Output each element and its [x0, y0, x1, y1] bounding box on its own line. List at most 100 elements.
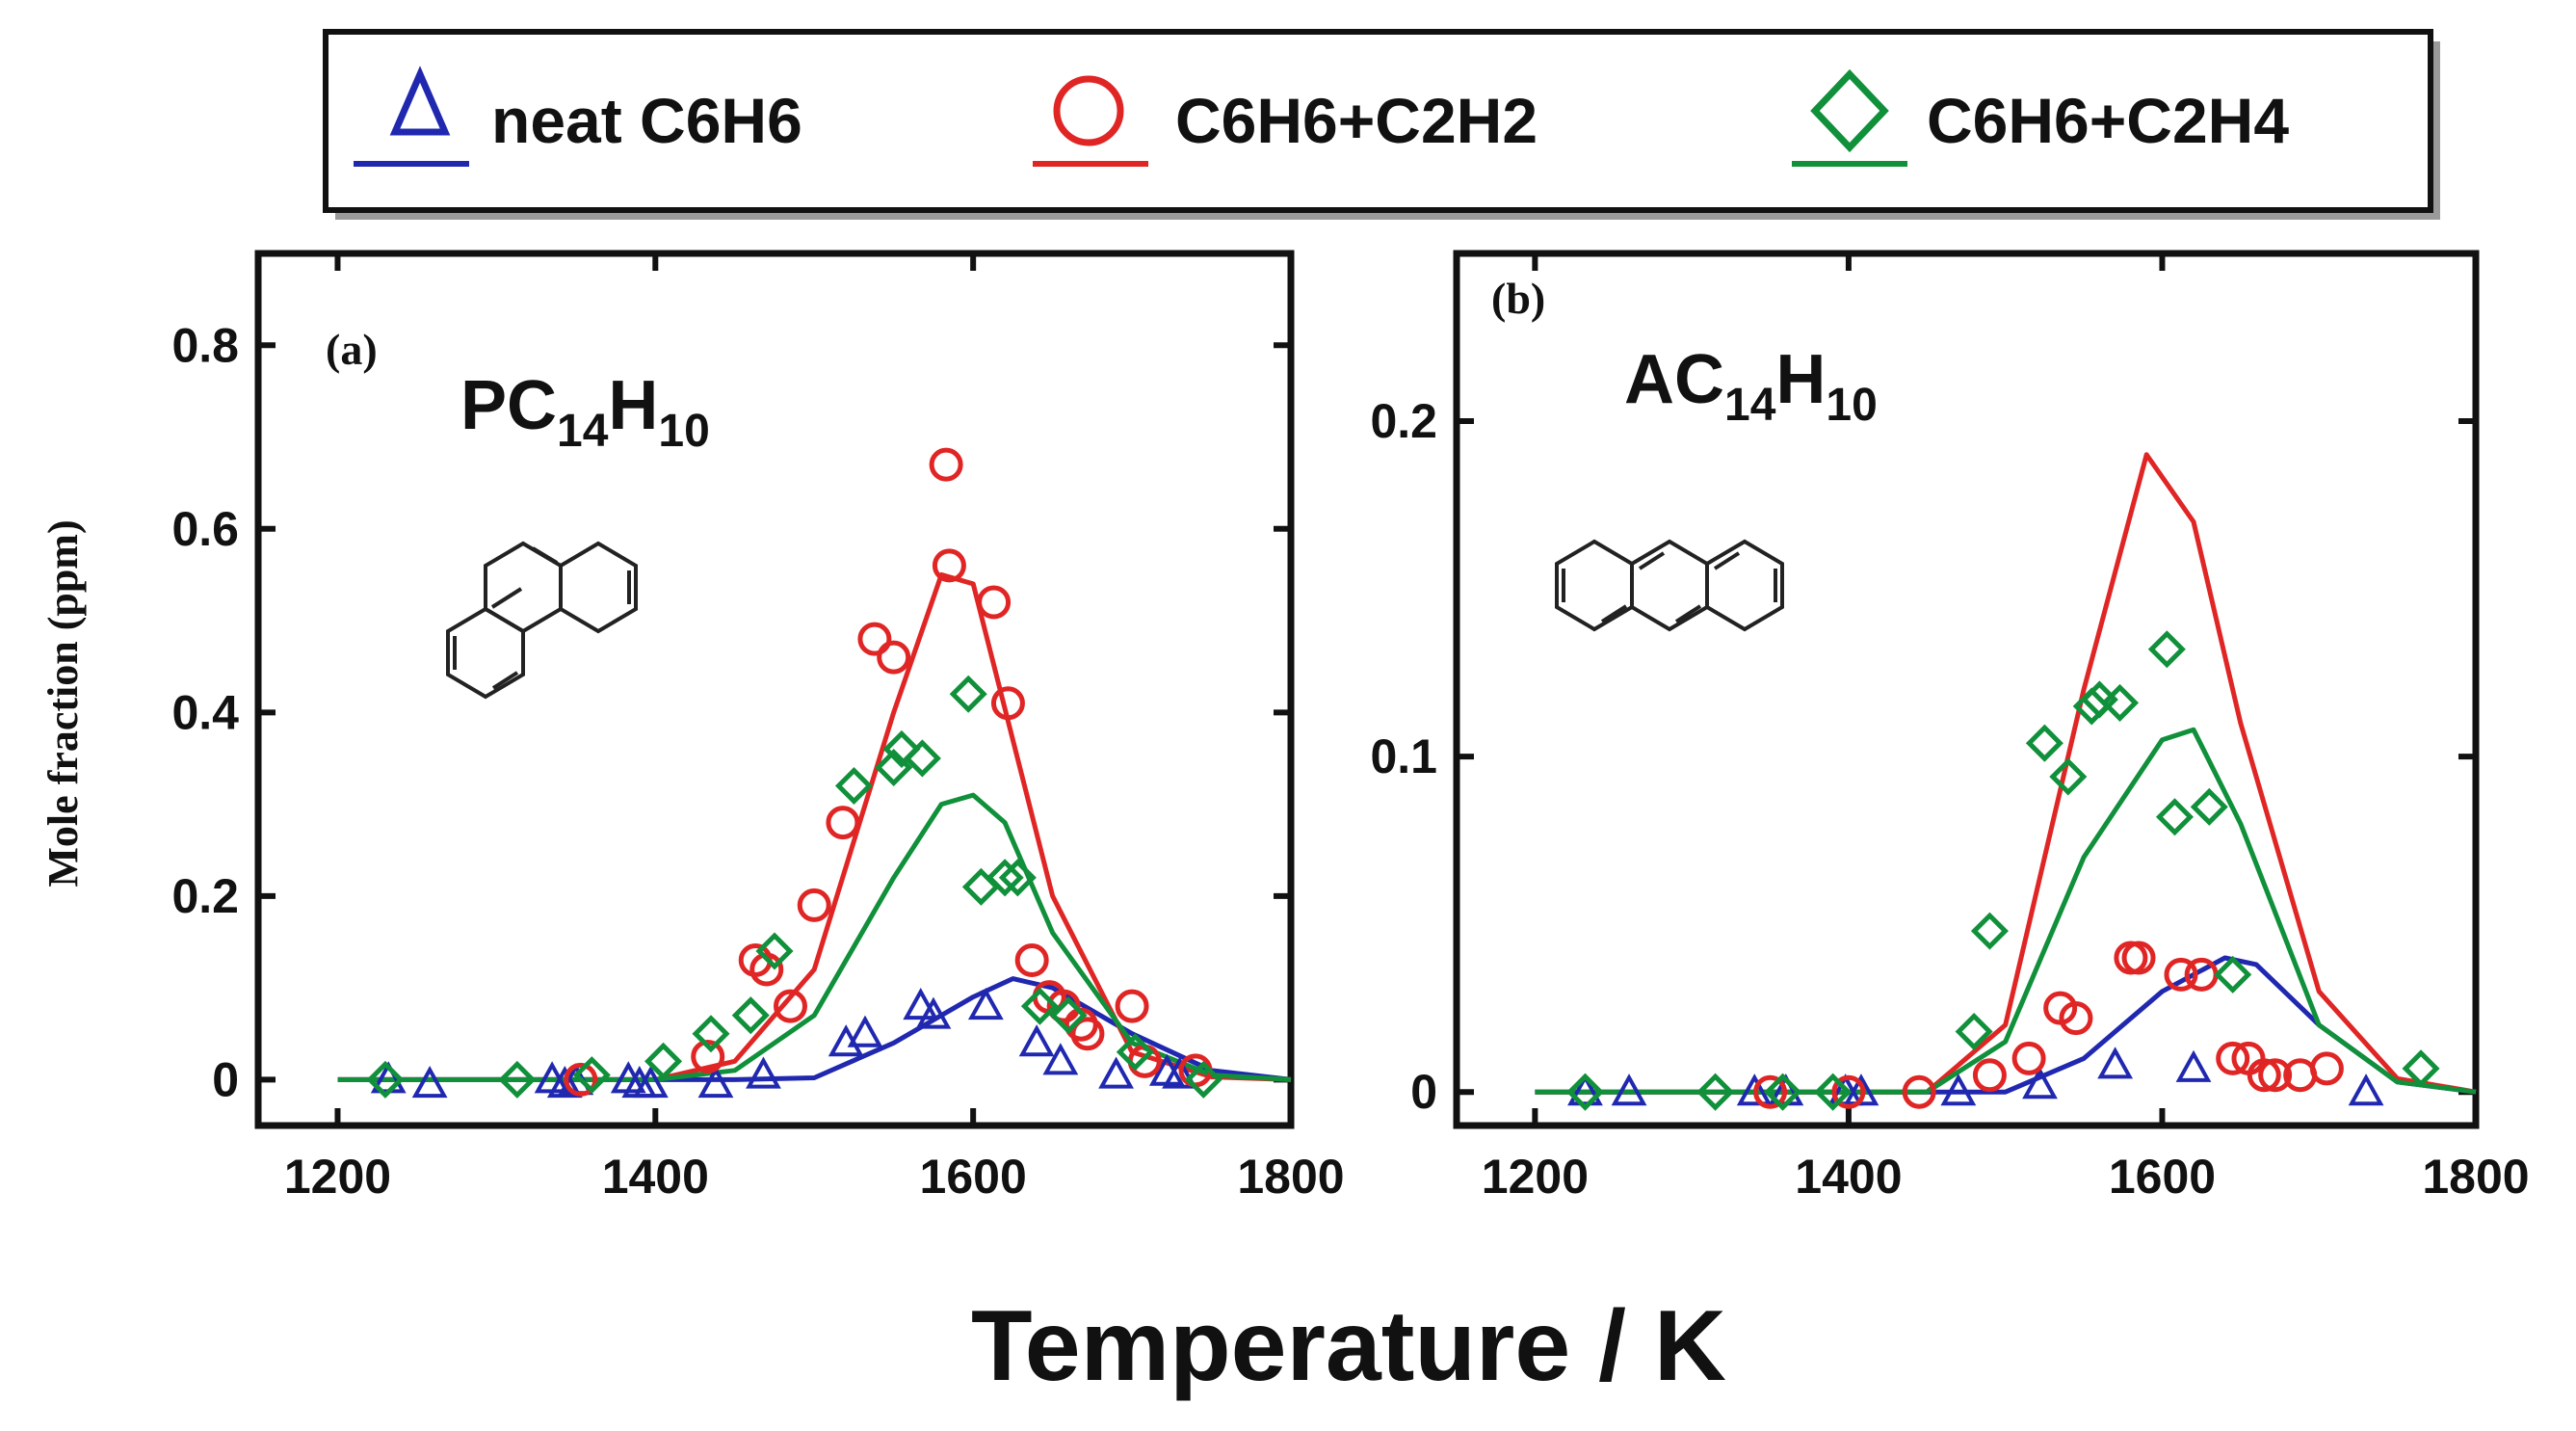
panel-b: 1200 1400 1600 1800 0 0.1 0.2 (b) AC14H10 [1370, 250, 2530, 1204]
data-point-diamond [692, 1015, 730, 1053]
title-mid-a: H [608, 367, 658, 444]
title-main-b: AC [1624, 341, 1724, 418]
data-point-circle [2216, 1041, 2250, 1075]
series-line [337, 792, 1292, 1082]
y-axis-label: Mole fraction (ppm) [39, 519, 87, 887]
data-point-circle [2011, 1041, 2046, 1075]
data-point-circle [564, 1062, 598, 1097]
data-point-circle [797, 888, 831, 922]
data-point-triangle [2097, 1047, 2134, 1079]
legend: neat C6H6 C6H6+C2H2 C6H6+C2H4 [323, 29, 2440, 220]
data-point-diamond [731, 996, 770, 1035]
legend-label-c2h2: C6H6+C2H2 [1175, 85, 1538, 156]
data-point-diamond [1814, 1073, 1853, 1111]
axes-a: 1200 1400 1600 1800 0 0.2 0.4 0.6 0.8 [171, 253, 1345, 1204]
x-tick-label: 1400 [1795, 1150, 1902, 1204]
data-point-diamond [882, 729, 921, 768]
data-point-circle [1014, 943, 1049, 978]
data-point-triangle [1042, 1043, 1079, 1075]
points-b [1565, 630, 2440, 1111]
data-point-triangle [546, 1066, 583, 1099]
legend-label-c2h4: C6H6+C2H4 [1927, 85, 2289, 156]
panel-a: 1200 1400 1600 1800 0 0.2 0.4 0.6 0.8 (a) PC14H1… [171, 250, 1345, 1204]
y-tick-label: 0 [1410, 1065, 1437, 1119]
data-point-triangle [411, 1066, 448, 1099]
data-point-triangle [632, 1066, 669, 1099]
data-point-diamond [986, 859, 1024, 897]
diamond-icon [1810, 68, 1889, 153]
data-point-diamond [903, 739, 941, 778]
data-point-circle [691, 1040, 725, 1074]
data-point-circle [857, 622, 892, 656]
data-point-circle [2121, 941, 2156, 975]
x-tick-label: 1800 [2422, 1150, 2529, 1204]
data-point-triangle [1611, 1073, 1647, 1106]
data-point-triangle [967, 988, 1004, 1020]
x-axis-label: Temperature / K [971, 1290, 1726, 1402]
panel-label-a: (a) [326, 325, 378, 374]
data-point-circle [929, 447, 963, 482]
x-tick-label: 1400 [602, 1150, 709, 1204]
data-point-diamond [1116, 1033, 1154, 1072]
data-point-diamond [1020, 987, 1059, 1025]
data-point-circle [2247, 1058, 2281, 1093]
legend-label-neat: neat C6H6 [491, 85, 802, 156]
data-point-diamond [755, 932, 794, 970]
data-point-diamond [1955, 1013, 1993, 1051]
data-point-triangle [1843, 1073, 1879, 1106]
phenanthrene-structure-icon [446, 541, 638, 700]
data-point-circle [977, 585, 1012, 620]
data-point-circle [1753, 1074, 1788, 1109]
data-point-triangle [2175, 1049, 2212, 1082]
data-point-circle [1831, 1074, 1866, 1109]
data-point-triangle [1098, 1056, 1134, 1089]
data-point-diamond [498, 1060, 537, 1099]
data-point-diamond [1696, 1073, 1735, 1111]
data-point-diamond [2402, 1049, 2440, 1088]
data-point-circle [826, 806, 860, 840]
data-point-diamond [998, 859, 1037, 897]
panel-title-a: PC14H10 [460, 367, 710, 457]
data-point-circle [1902, 1074, 1936, 1109]
data-point-triangle [1018, 1024, 1055, 1057]
x-tick-label: 1800 [1237, 1150, 1344, 1204]
title-sub1-b: 14 [1724, 380, 1776, 431]
plot-area-a [254, 250, 1295, 1129]
data-point-circle [1115, 989, 1149, 1023]
data-point-circle [2164, 957, 2198, 992]
data-point-diamond [1184, 1060, 1222, 1099]
data-point-diamond [2214, 955, 2252, 994]
triangle-icon [389, 66, 451, 136]
data-point-triangle [1940, 1073, 1977, 1106]
data-point-diamond [2025, 724, 2063, 762]
panel-label-b: (b) [1491, 274, 1545, 323]
x-tick-label: 1600 [920, 1150, 1027, 1204]
x-tick-label: 1200 [284, 1150, 391, 1204]
plot-area-b [1453, 250, 2480, 1129]
data-point-circle [1070, 1017, 1105, 1051]
y-tick-label: 0.2 [1370, 394, 1437, 448]
series-line [337, 976, 1292, 1082]
data-point-triangle [915, 996, 952, 1029]
data-point-diamond [2049, 757, 2088, 796]
x-tick-label: 1200 [1482, 1150, 1589, 1204]
data-point-circle [1972, 1058, 2007, 1093]
data-point-circle [2258, 1058, 2293, 1093]
title-sub2-a: 10 [658, 406, 709, 457]
lines-b [1535, 452, 2477, 1095]
data-point-diamond [1970, 912, 2009, 950]
data-point-triangle [2348, 1073, 2384, 1106]
data-point-diamond [366, 1060, 405, 1099]
legend-item-c2h4: C6H6+C2H4 [1792, 68, 2289, 167]
data-point-circle [749, 952, 784, 987]
data-point-triangle [1162, 1056, 1197, 1089]
y-tick-label: 0.4 [171, 685, 239, 739]
data-point-diamond [1049, 996, 1088, 1035]
data-point-diamond [2147, 630, 2186, 669]
legend-item-c2h2: C6H6+C2H2 [1033, 75, 1538, 167]
title-sub1-a: 14 [557, 406, 609, 457]
y-tick-label: 0 [212, 1052, 239, 1106]
data-point-diamond [2100, 683, 2140, 722]
data-point-triangle [1567, 1073, 1603, 1106]
